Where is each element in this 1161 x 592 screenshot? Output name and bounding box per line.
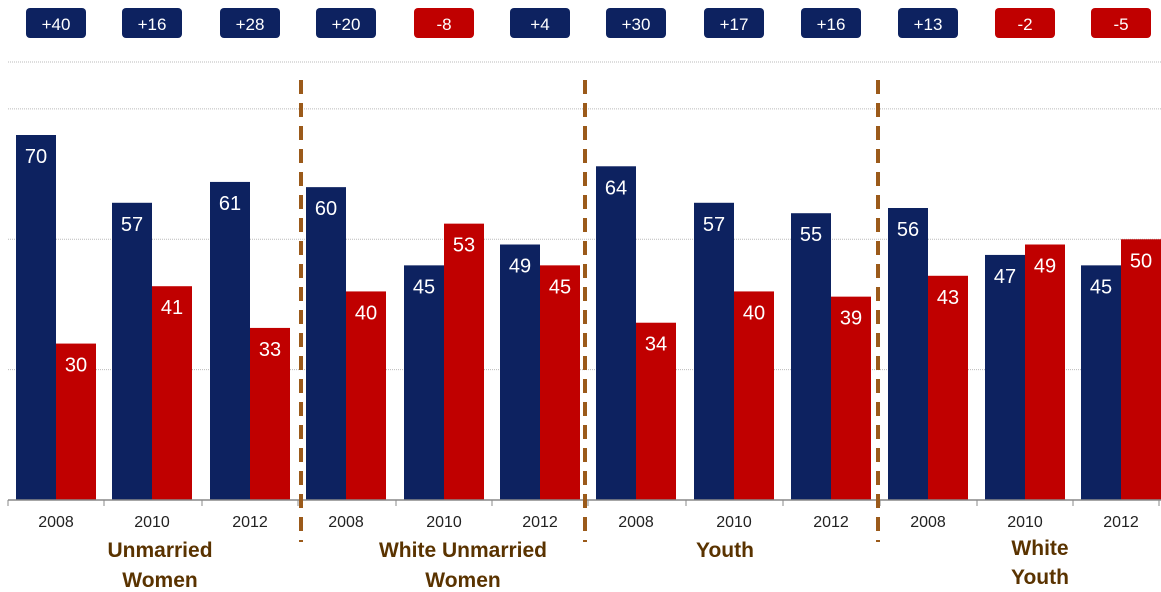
bar-dem-label: 45 bbox=[1090, 276, 1112, 298]
bar-dem-label: 61 bbox=[219, 193, 241, 215]
bar-dem bbox=[404, 265, 444, 500]
margin-badge bbox=[26, 8, 86, 38]
margin-badge bbox=[801, 8, 861, 38]
bar-dem-label: 64 bbox=[605, 177, 627, 199]
margin-label: +4 bbox=[530, 15, 549, 34]
bar-dem-label: 47 bbox=[994, 266, 1016, 288]
x-tick-label: 2008 bbox=[910, 514, 946, 531]
margin-label: +40 bbox=[42, 15, 71, 34]
bar-dem bbox=[791, 213, 831, 500]
margin-badge bbox=[122, 8, 182, 38]
margin-badge bbox=[995, 8, 1055, 38]
group-label: Unmarried bbox=[107, 539, 212, 562]
bar-dem-label: 60 bbox=[315, 198, 337, 220]
x-tick-label: 2010 bbox=[716, 514, 752, 531]
margin-label: +13 bbox=[914, 15, 943, 34]
bar-rep bbox=[734, 291, 774, 500]
bar-rep-label: 50 bbox=[1130, 250, 1152, 272]
bar-rep bbox=[1025, 244, 1065, 500]
margin-label: +16 bbox=[817, 15, 846, 34]
bar-dem-label: 57 bbox=[703, 214, 725, 236]
margin-label: +16 bbox=[138, 15, 167, 34]
margin-badge bbox=[898, 8, 958, 38]
x-tick-label: 2012 bbox=[522, 514, 558, 531]
bar-rep-label: 53 bbox=[453, 235, 475, 257]
margin-label: -2 bbox=[1017, 15, 1032, 34]
bar-rep-label: 43 bbox=[937, 287, 959, 309]
bar-rep-label: 33 bbox=[259, 339, 281, 361]
margin-badge bbox=[316, 8, 376, 38]
x-tick-label: 2012 bbox=[1103, 514, 1139, 531]
bar-rep bbox=[540, 265, 580, 500]
x-tick-label: 2010 bbox=[1007, 514, 1043, 531]
bar-rep bbox=[56, 343, 96, 500]
bar-dem-label: 55 bbox=[800, 224, 822, 246]
bar-dem bbox=[1081, 265, 1121, 500]
bar-dem bbox=[985, 254, 1025, 500]
bar-rep bbox=[636, 322, 676, 500]
group-label: Youth bbox=[696, 539, 754, 562]
bar-dem bbox=[210, 181, 250, 500]
margin-label: +30 bbox=[622, 15, 651, 34]
x-tick-label: 2010 bbox=[426, 514, 462, 531]
x-tick-label: 2012 bbox=[813, 514, 849, 531]
bar-rep-label: 41 bbox=[161, 297, 183, 319]
bar-rep-label: 34 bbox=[645, 334, 667, 356]
bar-rep-label: 30 bbox=[65, 355, 87, 377]
group-label: Women bbox=[425, 569, 500, 592]
bar-dem bbox=[16, 135, 56, 500]
margin-badge bbox=[510, 8, 570, 38]
bar-rep-label: 40 bbox=[743, 302, 765, 324]
group-label: Women bbox=[122, 569, 197, 592]
bar-rep-label: 40 bbox=[355, 302, 377, 324]
x-tick-label: 2008 bbox=[38, 514, 74, 531]
bar-dem bbox=[500, 244, 540, 500]
bar-dem bbox=[694, 202, 734, 501]
bar-dem bbox=[888, 208, 928, 500]
bar-dem bbox=[306, 187, 346, 500]
margin-badge bbox=[1091, 8, 1151, 38]
x-tick-label: 2008 bbox=[618, 514, 654, 531]
bar-dem-label: 70 bbox=[25, 146, 47, 168]
bar-rep bbox=[346, 291, 386, 500]
bar-rep bbox=[831, 296, 871, 500]
margin-label: +17 bbox=[720, 15, 749, 34]
margin-badge bbox=[606, 8, 666, 38]
x-tick-label: 2012 bbox=[232, 514, 268, 531]
margin-label: -5 bbox=[1113, 15, 1128, 34]
bar-dem bbox=[112, 202, 152, 501]
bar-dem bbox=[596, 166, 636, 501]
bar-rep-label: 49 bbox=[1034, 256, 1056, 278]
bar-dem-label: 49 bbox=[509, 256, 531, 278]
margin-badge bbox=[220, 8, 280, 38]
group-label: White Unmarried bbox=[379, 539, 547, 562]
margin-label: +20 bbox=[332, 15, 361, 34]
margin-badge bbox=[704, 8, 764, 38]
bar-rep bbox=[444, 223, 484, 500]
bar-rep-label: 45 bbox=[549, 276, 571, 298]
bar-rep bbox=[928, 275, 968, 500]
bar-rep bbox=[1121, 239, 1161, 501]
margin-label: -8 bbox=[436, 15, 451, 34]
bar-rep bbox=[152, 286, 192, 500]
margin-badge bbox=[414, 8, 474, 38]
bar-dem-label: 57 bbox=[121, 214, 143, 236]
bar-dem-label: 45 bbox=[413, 276, 435, 298]
x-tick-label: 2008 bbox=[328, 514, 364, 531]
bar-rep-label: 39 bbox=[840, 308, 862, 330]
group-label: Youth bbox=[1011, 566, 1069, 589]
margin-label: +28 bbox=[236, 15, 265, 34]
bar-dem-label: 56 bbox=[897, 219, 919, 241]
x-tick-label: 2010 bbox=[134, 514, 170, 531]
group-label: White bbox=[1011, 537, 1068, 560]
bar-rep bbox=[250, 327, 290, 500]
